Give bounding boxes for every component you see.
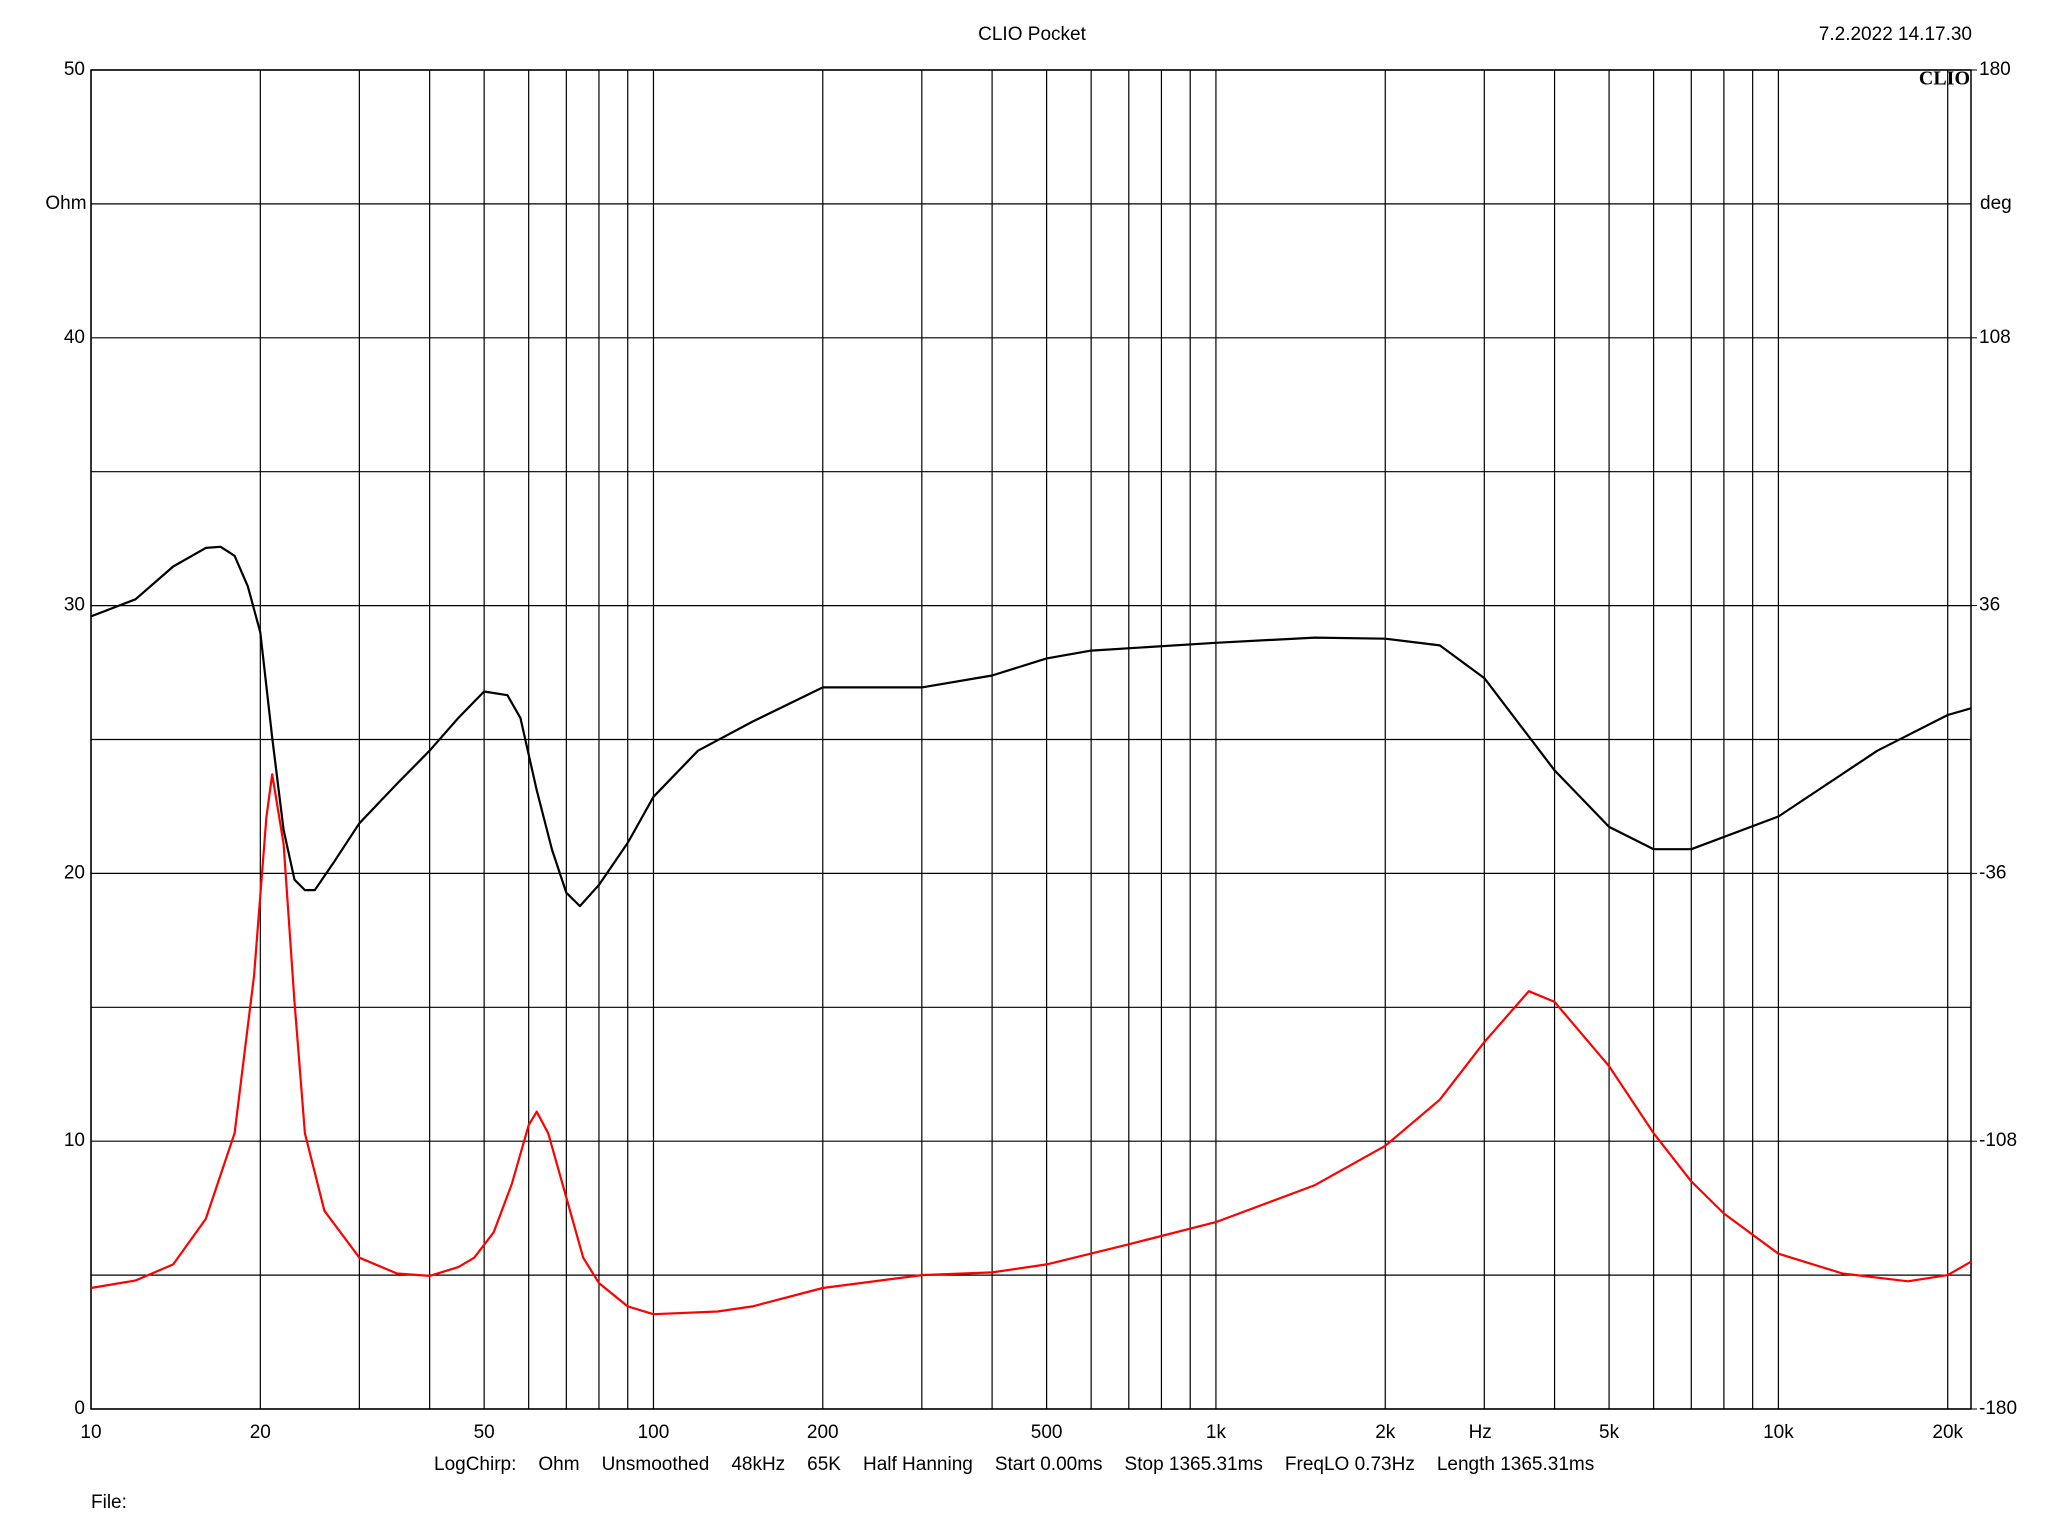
y2-axis-label: deg bbox=[1980, 193, 2012, 214]
y-tick-label: 50 bbox=[64, 59, 85, 80]
grid bbox=[90, 69, 1971, 1410]
y2-tick-label: -108 bbox=[1979, 1130, 2017, 1151]
file-label: File: bbox=[91, 1492, 127, 1513]
plot-frame bbox=[90, 69, 1972, 1410]
series-line bbox=[90, 773, 1972, 1316]
footer-item: Unsmoothed bbox=[601, 1454, 710, 1475]
x-tick-label: 2k bbox=[1375, 1422, 1396, 1440]
y-tick-label: 10 bbox=[64, 1130, 85, 1151]
series-line bbox=[90, 545, 1972, 908]
x-tick-label: 20k bbox=[1932, 1422, 1963, 1440]
timestamp: 7.2.2022 14.17.30 bbox=[1819, 24, 1972, 45]
x-tick-label: 10 bbox=[80, 1422, 101, 1440]
x-tick-label: 200 bbox=[807, 1422, 839, 1440]
x-tick-label: 20 bbox=[250, 1422, 271, 1440]
y2-tick-label: 36 bbox=[1979, 595, 2000, 616]
x-tick-label: 500 bbox=[1031, 1422, 1063, 1440]
x-tick-label: 5k bbox=[1599, 1422, 1620, 1440]
logo: CLIO bbox=[1919, 68, 1970, 90]
y2-tick-label: 108 bbox=[1979, 327, 2011, 348]
footer-item: 65K bbox=[807, 1454, 841, 1475]
footer-item: Start 0.00ms bbox=[994, 1454, 1103, 1475]
x-tick-label: 100 bbox=[638, 1422, 670, 1440]
y2-tick-label: -180 bbox=[1979, 1398, 2017, 1419]
y2-tick-label: 180 bbox=[1979, 59, 2011, 80]
footer: LogChirp: Ohm Unsmoothed 48kHz 65K Half Hanni… bbox=[434, 1454, 1594, 1476]
y-tick-label: 30 bbox=[64, 595, 85, 616]
y2-tick-label: -36 bbox=[1979, 862, 2006, 883]
x-tick-label: 10k bbox=[1763, 1422, 1794, 1440]
y-tick-label: 40 bbox=[64, 327, 85, 348]
y-tick-label: 0 bbox=[74, 1398, 85, 1419]
footer-item: Half Hanning bbox=[862, 1454, 973, 1475]
footer-item: FreqLO 0.73Hz bbox=[1284, 1454, 1415, 1475]
footer-item: Stop 1365.31ms bbox=[1124, 1454, 1263, 1475]
footer-item: 48kHz bbox=[731, 1454, 786, 1475]
x-tick-label: 50 bbox=[474, 1422, 495, 1440]
chart: CLIO Pocket 7.2.2022 14.17.30 CLIO Ohm d… bbox=[45, 24, 2017, 1440]
footer-item: Length 1365.31ms bbox=[1436, 1454, 1595, 1475]
x-axis-label: Hz bbox=[1469, 1422, 1492, 1440]
x-tick-label: 1k bbox=[1206, 1422, 1227, 1440]
footer-item: LogChirp: bbox=[434, 1454, 517, 1475]
chart-title: CLIO Pocket bbox=[978, 24, 1086, 45]
footer-item: Ohm bbox=[538, 1454, 580, 1475]
y-axis-label: Ohm bbox=[45, 193, 86, 214]
y-tick-label: 20 bbox=[64, 862, 85, 883]
